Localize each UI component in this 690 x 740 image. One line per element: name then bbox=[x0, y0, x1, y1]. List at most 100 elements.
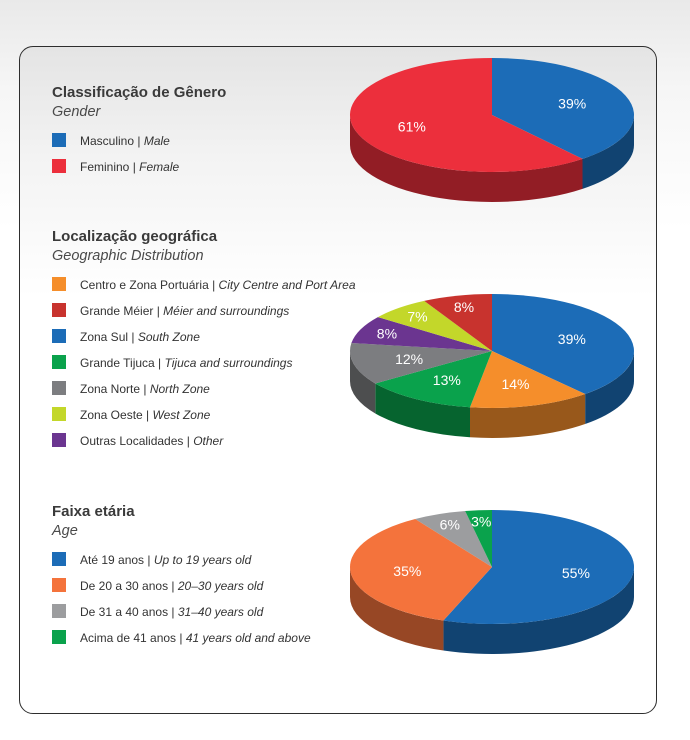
pie-slice-side bbox=[470, 394, 586, 438]
legend-label-en: Male bbox=[143, 134, 170, 148]
legend-swatch bbox=[52, 303, 66, 317]
legend-label-pt: Zona Norte bbox=[80, 382, 141, 396]
pie-slice-label: 13% bbox=[433, 372, 461, 388]
pie-slice-label: 8% bbox=[377, 326, 397, 342]
pie-slice bbox=[377, 300, 492, 351]
legend-item-zona-oeste: Zona Oeste | West Zone bbox=[52, 406, 372, 432]
legend-label-pt: Grande Méier bbox=[80, 304, 154, 318]
pie-slice bbox=[492, 58, 634, 159]
legend-swatch bbox=[52, 355, 66, 369]
legend-swatch bbox=[52, 329, 66, 343]
legend-label-pt: Masculino bbox=[80, 134, 135, 148]
legend-label-pt: Até 19 anos bbox=[80, 553, 145, 567]
pie-slice bbox=[443, 510, 635, 624]
legend-label-pt: De 20 a 30 anos bbox=[80, 579, 169, 593]
age-pie-chart: 55% 35% 6% 3% bbox=[350, 510, 635, 654]
pie-slice-label: 14% bbox=[501, 376, 529, 392]
pie-slice bbox=[470, 351, 586, 408]
pie-slice bbox=[465, 510, 492, 567]
legend-swatch bbox=[52, 552, 66, 566]
legend-label-en: West Zone bbox=[152, 408, 211, 422]
pie-slice-label: 3% bbox=[471, 514, 491, 530]
geo-section: Localização geográfica Geographic Distri… bbox=[52, 227, 372, 458]
geo-pie-chart: 39% 14% 13% 12% 8% 7% 8% bbox=[350, 294, 634, 438]
pie-slice-side bbox=[375, 383, 470, 438]
legend-label-en: 41 years old and above bbox=[185, 631, 311, 645]
legend-label-pt: De 31 a 40 anos bbox=[80, 605, 169, 619]
age-subtitle: Age bbox=[52, 523, 78, 539]
age-legend: Até 19 anos | Up to 19 years old De 20 a… bbox=[52, 551, 372, 655]
pie-slice-label: 7% bbox=[407, 309, 427, 325]
legend-item-age-20-30: De 20 a 30 anos | 20–30 years old bbox=[52, 577, 372, 603]
geo-title: Localização geográfica bbox=[52, 228, 218, 245]
legend-swatch bbox=[52, 433, 66, 447]
pie-slice-side bbox=[585, 351, 634, 425]
legend-swatch bbox=[52, 578, 66, 592]
legend-label-en: Up to 19 years old bbox=[153, 553, 252, 567]
pie-slice-label: 12% bbox=[395, 351, 423, 367]
pie-slice-label: 35% bbox=[393, 563, 421, 579]
pie-slice-label: 6% bbox=[440, 517, 460, 533]
legend-swatch bbox=[52, 133, 66, 147]
legend-label-pt: Outras Localidades bbox=[80, 434, 184, 448]
legend-swatch bbox=[52, 381, 66, 395]
legend-label-pt: Grande Tijuca bbox=[80, 356, 155, 370]
pie-slice bbox=[375, 351, 492, 408]
gender-title: Classificação de Gênero bbox=[52, 84, 227, 101]
pie-slice bbox=[349, 58, 583, 172]
age-title: Faixa etária bbox=[52, 503, 135, 520]
legend-item-zona-sul: Zona Sul | South Zone bbox=[52, 328, 372, 354]
pie-slice bbox=[424, 294, 492, 351]
legend-swatch bbox=[52, 604, 66, 618]
legend-label-pt: Zona Oeste bbox=[80, 408, 143, 422]
legend-swatch bbox=[52, 630, 66, 644]
legend-item-age-0-19: Até 19 anos | Up to 19 years old bbox=[52, 551, 372, 577]
legend-item-age-31-40: De 31 a 40 anos | 31–40 years old bbox=[52, 603, 372, 629]
pie-slice-label: 61% bbox=[398, 119, 426, 135]
geo-legend: Centro e Zona Portuária | City Centre an… bbox=[52, 276, 372, 458]
legend-item-centro: Centro e Zona Portuária | City Centre an… bbox=[52, 276, 372, 302]
pie-slice-label: 55% bbox=[562, 565, 590, 581]
pie-slice bbox=[492, 294, 634, 395]
legend-label-en: 31–40 years old bbox=[177, 605, 264, 619]
gender-legend: Masculino | Male Feminino | Female bbox=[52, 132, 372, 184]
pie-slice bbox=[351, 317, 492, 351]
gender-pie-chart: 39% 61% bbox=[349, 58, 634, 202]
gender-section: Classificação de Gênero Gender Masculino… bbox=[52, 83, 372, 184]
pie-slice bbox=[415, 511, 492, 567]
legend-label-en: Other bbox=[193, 434, 224, 448]
age-section: Faixa etária Age Até 19 anos | Up to 19 … bbox=[52, 502, 372, 655]
legend-label-en: South Zone bbox=[137, 330, 200, 344]
pie-slice-side bbox=[350, 115, 583, 202]
pie-slice bbox=[350, 343, 492, 384]
legend-label-en: Méier and surroundings bbox=[163, 304, 290, 318]
pie-slice-side bbox=[350, 351, 376, 414]
pie-slice-label: 8% bbox=[454, 299, 474, 315]
legend-item-male: Masculino | Male bbox=[52, 132, 372, 158]
geo-subtitle: Geographic Distribution bbox=[52, 248, 204, 264]
pie-slice bbox=[350, 519, 492, 621]
legend-swatch bbox=[52, 407, 66, 421]
pie-slice-label: 39% bbox=[558, 95, 586, 111]
pie-slice-side bbox=[582, 115, 634, 189]
pie-slice-side bbox=[350, 567, 444, 651]
legend-label-en: Female bbox=[139, 160, 180, 174]
legend-label-en: 20–30 years old bbox=[177, 579, 264, 593]
legend-item-tijuca: Grande Tijuca | Tijuca and surroundings bbox=[52, 354, 372, 380]
infographic-card: Classificação de Gênero Gender Masculino… bbox=[19, 46, 657, 714]
legend-item-zona-norte: Zona Norte | North Zone bbox=[52, 380, 372, 406]
legend-label-pt: Zona Sul bbox=[80, 330, 129, 344]
legend-swatch bbox=[52, 159, 66, 173]
legend-label-en: North Zone bbox=[149, 382, 210, 396]
legend-item-meier: Grande Méier | Méier and surroundings bbox=[52, 302, 372, 328]
legend-label-en: Tijuca and surroundings bbox=[164, 356, 293, 370]
pie-slice-side bbox=[443, 567, 634, 654]
legend-item-age-41-plus: Acima de 41 anos | 41 years old and abov… bbox=[52, 629, 372, 655]
legend-label-pt: Acima de 41 anos bbox=[80, 631, 177, 645]
legend-item-outras: Outras Localidades | Other bbox=[52, 432, 372, 458]
legend-item-female: Feminino | Female bbox=[52, 158, 372, 184]
legend-label-pt: Feminino bbox=[80, 160, 130, 174]
pie-slice-label: 39% bbox=[558, 331, 586, 347]
gender-subtitle: Gender bbox=[52, 104, 101, 120]
legend-label-en: City Centre and Port Area bbox=[218, 278, 356, 292]
